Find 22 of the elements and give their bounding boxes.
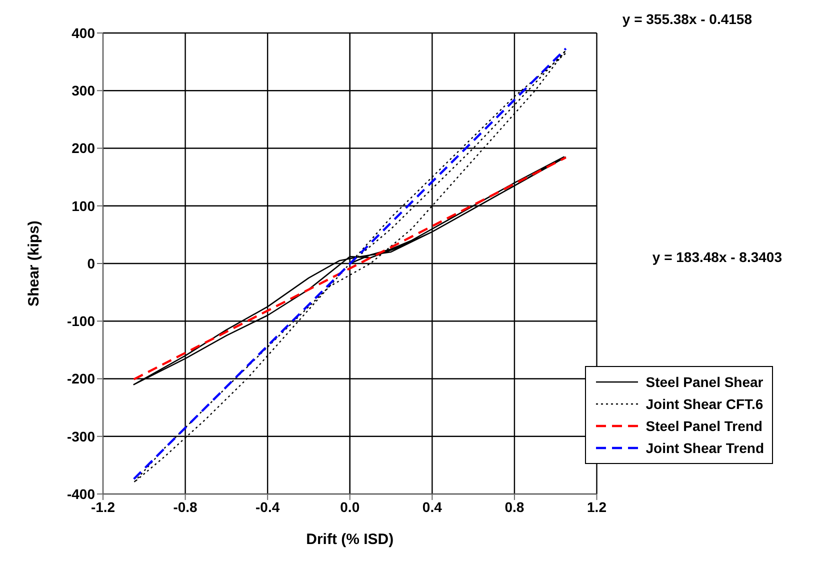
y-tick-label: -200 (66, 370, 96, 387)
y-tick-label: -300 (66, 428, 96, 444)
x-tick-label: 0.0 (340, 498, 360, 515)
x-tick-label: 1.2 (587, 498, 607, 515)
x-axis-title: Drift (% ISD) (306, 531, 394, 548)
text: y = 355.38x - 0.4158 (619, 10, 755, 28)
x-tick-label: -0.4 (256, 498, 280, 515)
y-tick-label: 0 (87, 255, 96, 272)
x-tick-label: 0.8 (504, 498, 524, 515)
legend-label: Joint Shear CFT.6 (646, 396, 764, 412)
legend-label: Steel Panel Trend (646, 418, 762, 434)
y-axis-title: Shear (kips) (25, 220, 42, 306)
legend-label: Steel Panel Shear (646, 374, 764, 390)
y-tick-label: 200 (72, 140, 96, 156)
y-tick-label: -100 (66, 313, 96, 330)
legend-label: Joint Shear Trend (646, 440, 764, 456)
y-tick-label: 300 (72, 82, 96, 99)
text: y = 183.48x - 8.3403 (649, 248, 785, 266)
x-tick-label: -0.8 (173, 498, 198, 515)
y-tick-label: 100 (72, 198, 96, 214)
y-tick-label: 400 (72, 24, 96, 41)
x-tick-label: 0.4 (422, 498, 442, 515)
